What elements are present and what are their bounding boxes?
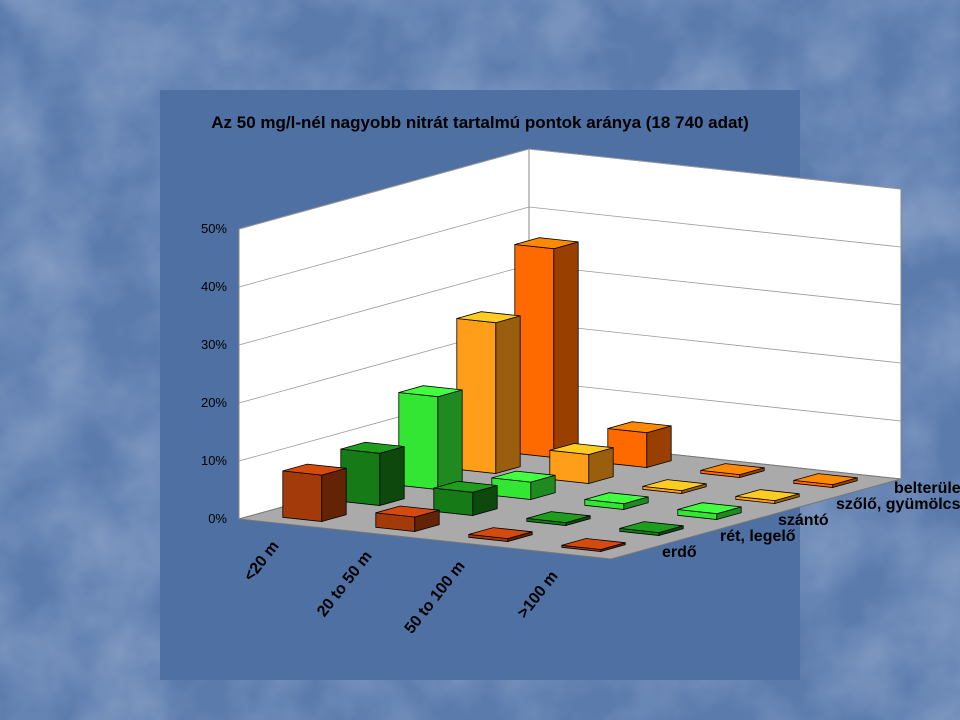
bar-top — [700, 463, 765, 476]
bar-front — [549, 449, 590, 484]
bar-top — [561, 538, 626, 550]
bar-top — [398, 385, 463, 398]
bar-3-2 — [491, 470, 556, 501]
bar-3-4 — [677, 502, 742, 521]
bar-2-1 — [340, 441, 405, 507]
y-axis-ticks: 0% 10% 20% 30% 40% 50% — [201, 221, 227, 526]
bar-top — [340, 441, 405, 454]
bar-top — [375, 505, 440, 518]
bar-top — [619, 521, 684, 534]
y-tick-label: 30% — [201, 337, 227, 352]
bars — [282, 237, 858, 553]
bar-4-1 — [456, 311, 521, 475]
bar-front — [514, 244, 555, 458]
bar-side — [553, 241, 579, 459]
bar-top — [549, 443, 614, 455]
bar-front — [340, 448, 381, 506]
bar-top — [282, 463, 347, 476]
bar-side — [379, 445, 405, 507]
bar-top — [735, 489, 800, 502]
bar-2-4 — [619, 521, 684, 537]
y-tick-label: 40% — [201, 279, 227, 294]
series-label: belterület — [894, 480, 960, 497]
bar-1-1 — [282, 463, 347, 523]
bar-3-1 — [398, 385, 463, 491]
bar-front — [398, 392, 439, 490]
bar-4-2 — [549, 443, 614, 485]
y-tick-label: 10% — [201, 453, 227, 468]
y-tick-label: 20% — [201, 395, 227, 410]
bar-1-2 — [375, 505, 440, 533]
category-label: >100 m — [515, 568, 562, 622]
bar-top — [677, 502, 742, 515]
bar-top — [433, 480, 498, 493]
bar-top — [584, 492, 649, 505]
gridline — [238, 148, 902, 230]
bar-front — [282, 470, 323, 522]
bar-side — [437, 389, 463, 491]
bar-top — [526, 511, 591, 524]
bar-side — [646, 425, 672, 469]
y-tick-label: 50% — [201, 221, 227, 236]
series-label: erdő — [662, 544, 697, 561]
bar-5-2 — [607, 421, 672, 469]
bar-front — [456, 318, 497, 474]
category-labels: <20 m 20 to 50 m 50 to 100 m >100 m — [241, 538, 562, 637]
series-label: szőlő, gyümölcsös — [836, 496, 960, 513]
bar-front — [433, 487, 474, 516]
bar-top — [793, 473, 858, 486]
bar-2-3 — [526, 511, 591, 527]
bar-1-3 — [468, 527, 533, 543]
series-label: rét, legelő — [720, 528, 796, 545]
chart-title: Az 50 mg/l-nél nagyobb nitrát tartalmú p… — [211, 113, 749, 132]
bar-3-3 — [584, 492, 649, 511]
bar-top — [642, 479, 707, 492]
bar-top — [491, 470, 556, 483]
bar-top — [607, 421, 672, 434]
category-label: 20 to 50 m — [314, 548, 376, 620]
bar-top — [456, 311, 521, 324]
bar-front — [607, 428, 648, 468]
bar-2-2 — [433, 480, 498, 517]
bar-side — [495, 315, 521, 475]
bar-1-4 — [561, 538, 626, 553]
bar-5-4 — [793, 473, 858, 489]
series-label: szántó — [778, 512, 829, 529]
bar-4-4 — [735, 489, 800, 505]
gridline — [238, 206, 902, 288]
bar-4-3 — [642, 479, 707, 495]
category-label: 50 to 100 m — [402, 558, 469, 637]
bar-5-3 — [700, 463, 765, 479]
bar-5-1 — [514, 237, 579, 459]
bar-top — [514, 237, 579, 250]
bar-side — [321, 467, 347, 523]
category-label: <20 m — [241, 538, 283, 585]
back-wall — [528, 148, 902, 480]
y-tick-label: 0% — [208, 511, 227, 526]
bar-top — [468, 527, 533, 540]
